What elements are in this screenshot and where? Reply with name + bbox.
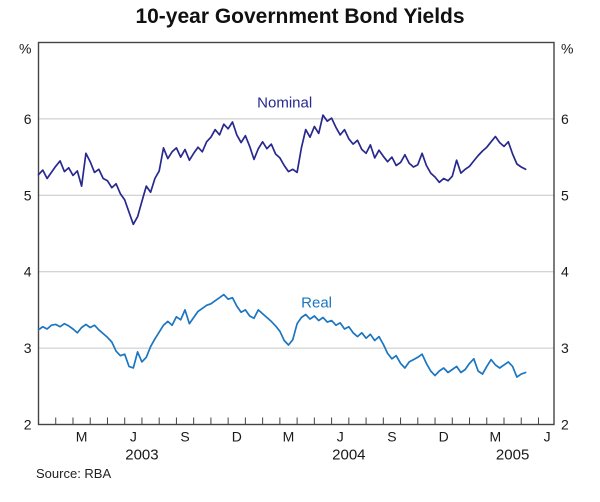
y-tick-label-left-5: 5 (24, 187, 32, 203)
y-tick-label-right-4: 4 (561, 264, 569, 280)
y-tick-label-right-3: 3 (561, 340, 569, 356)
x-month-label-S: S (387, 429, 396, 445)
y-tick-label-right-2: 2 (561, 417, 569, 433)
y-tick-label-left-4: 4 (24, 264, 32, 280)
y-tick-label-left-2: 2 (24, 417, 32, 433)
x-month-label-J: J (544, 429, 551, 445)
x-month-label-S: S (180, 429, 189, 445)
x-month-label-D: D (439, 429, 449, 445)
chart-title: 10-year Government Bond Yields (135, 5, 465, 28)
x-year-label-2005: 2005 (496, 447, 529, 464)
nominal-series-label: Nominal (257, 94, 312, 111)
x-month-label-M: M (490, 429, 502, 445)
y-tick-label-right-5: 5 (561, 187, 569, 203)
nominal-line (37, 114, 527, 226)
x-month-label-M: M (283, 429, 295, 445)
real-line (37, 293, 527, 378)
real-series-label: Real (301, 295, 332, 312)
y-tick-label-left-6: 6 (24, 111, 32, 127)
x-month-label-D: D (232, 429, 242, 445)
x-year-label-2003: 2003 (125, 447, 158, 464)
plot-frame (37, 41, 555, 426)
x-month-label-J: J (130, 429, 137, 445)
x-year-label-2004: 2004 (332, 447, 365, 464)
y-tick-label-right-6: 6 (561, 111, 569, 127)
y-tick-label-left-3: 3 (24, 340, 32, 356)
x-month-label-M: M (76, 429, 88, 445)
unit-label-left: % (19, 41, 31, 57)
x-month-label-J: J (337, 429, 344, 445)
source-note: Source: RBA (36, 466, 112, 481)
unit-label-right: % (561, 41, 573, 57)
